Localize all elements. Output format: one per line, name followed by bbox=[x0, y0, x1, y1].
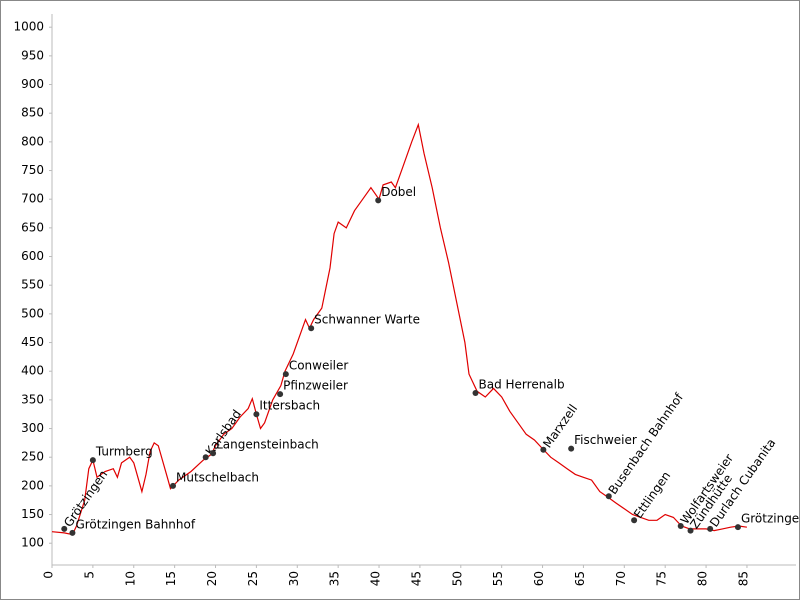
x-tick-label: 65 bbox=[573, 571, 587, 586]
y-tick-label: 500 bbox=[21, 306, 44, 320]
y-tick-label: 650 bbox=[21, 220, 44, 234]
x-tick-label: 75 bbox=[655, 571, 669, 586]
x-tick-label: 40 bbox=[369, 571, 383, 586]
y-tick-label: 950 bbox=[21, 48, 44, 62]
waypoint-label: Conweiler bbox=[289, 359, 349, 373]
x-tick-label: 20 bbox=[205, 571, 219, 586]
y-tick-label: 200 bbox=[21, 478, 44, 492]
waypoint-label: Turmberg bbox=[95, 445, 153, 459]
waypoint bbox=[687, 527, 694, 534]
y-tick-label: 300 bbox=[21, 421, 44, 435]
x-tick-label: 35 bbox=[328, 571, 342, 586]
waypoint bbox=[61, 525, 68, 532]
x-tick-label: 70 bbox=[614, 571, 628, 586]
waypoint bbox=[202, 454, 209, 461]
waypoint bbox=[282, 371, 289, 378]
y-tick-label: 150 bbox=[21, 507, 44, 521]
y-tick-label: 850 bbox=[21, 106, 44, 120]
y-tick-label: 250 bbox=[21, 450, 44, 464]
waypoint bbox=[277, 391, 284, 398]
y-tick-label: 100 bbox=[21, 536, 44, 550]
waypoint bbox=[677, 523, 684, 530]
waypoint-label: Bad Herrenalb bbox=[479, 377, 565, 391]
x-tick-label: 55 bbox=[491, 571, 505, 586]
x-tick-label: 10 bbox=[123, 571, 137, 586]
waypoint bbox=[631, 517, 638, 524]
waypoint bbox=[540, 446, 547, 453]
y-tick-label: 1000 bbox=[13, 20, 44, 34]
waypoint bbox=[69, 529, 76, 536]
waypoint bbox=[308, 325, 315, 332]
waypoint-label: Grötzingen bbox=[741, 512, 800, 526]
waypoint-label: Mutschelbach bbox=[176, 470, 259, 484]
x-tick-label: 30 bbox=[287, 571, 301, 586]
waypoint bbox=[734, 524, 741, 531]
y-tick-label: 750 bbox=[21, 163, 44, 177]
waypoint bbox=[568, 445, 575, 452]
waypoint bbox=[707, 525, 714, 532]
profile-line bbox=[51, 122, 747, 536]
x-tick-label: 50 bbox=[450, 571, 464, 586]
waypoint bbox=[253, 411, 260, 418]
waypoint bbox=[605, 493, 612, 500]
waypoint bbox=[375, 197, 382, 204]
waypoint-label: Grötzingen Bahnhof bbox=[75, 517, 195, 531]
waypoint bbox=[472, 389, 479, 396]
y-tick-label: 400 bbox=[21, 364, 44, 378]
x-tick-label: 5 bbox=[82, 571, 96, 579]
y-tick-label: 350 bbox=[21, 392, 44, 406]
y-tick-label: 900 bbox=[21, 77, 44, 91]
x-tick-label: 25 bbox=[246, 571, 260, 586]
y-tick-label: 550 bbox=[21, 278, 44, 292]
waypoint-label: Fischweier bbox=[574, 433, 637, 447]
x-tick-label: 80 bbox=[696, 571, 710, 586]
y-tick-label: 450 bbox=[21, 335, 44, 349]
y-tick-label: 800 bbox=[21, 134, 44, 148]
x-tick-label: 15 bbox=[164, 571, 178, 586]
y-tick-label: 600 bbox=[21, 249, 44, 263]
waypoint-label: Langensteinbach bbox=[216, 438, 319, 452]
waypoint bbox=[210, 450, 217, 457]
waypoint-label: Dobel bbox=[381, 185, 416, 199]
waypoint-label: Pfinzweiler bbox=[283, 379, 348, 393]
x-tick-label: 60 bbox=[532, 571, 546, 586]
x-tick-label: 0 bbox=[42, 571, 56, 579]
waypoint-label: Schwanner Warte bbox=[314, 313, 420, 327]
x-tick-label: 45 bbox=[409, 571, 423, 586]
waypoint bbox=[170, 482, 177, 489]
waypoint-label: Ittersbach bbox=[259, 399, 320, 413]
x-tick-label: 85 bbox=[736, 571, 750, 586]
waypoint bbox=[89, 457, 96, 464]
y-tick-label: 700 bbox=[21, 192, 44, 206]
